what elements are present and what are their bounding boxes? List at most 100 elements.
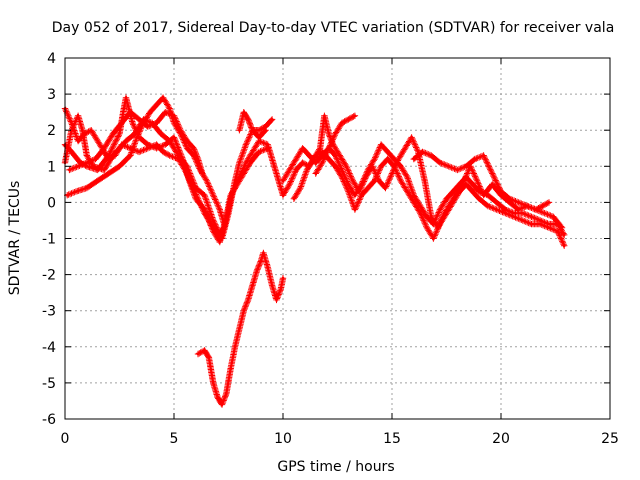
data-point <box>181 157 185 161</box>
data-point <box>76 164 80 168</box>
data-point <box>327 132 331 136</box>
data-point <box>275 298 278 302</box>
data-point <box>333 164 337 168</box>
data-point <box>562 233 566 237</box>
data-point <box>68 168 71 172</box>
data-point <box>155 103 159 107</box>
data-point <box>281 193 285 197</box>
data-point <box>482 154 485 157</box>
data-point <box>562 244 566 248</box>
data-point <box>288 168 291 172</box>
data-point <box>203 349 206 352</box>
data-point <box>318 146 322 150</box>
data-point <box>185 139 189 143</box>
data-point <box>70 121 73 125</box>
data-point <box>190 182 193 186</box>
data-point <box>421 150 424 154</box>
y-tick-label: -4 <box>42 340 56 356</box>
data-point <box>294 168 298 172</box>
data-point <box>403 146 407 150</box>
data-point <box>85 164 89 168</box>
data-point <box>490 172 494 175</box>
data-point <box>281 179 285 183</box>
data-point <box>124 139 128 143</box>
data-point <box>168 154 172 157</box>
data-point <box>107 157 110 161</box>
data-point <box>499 190 503 194</box>
data-point <box>307 154 311 157</box>
data-point <box>185 146 189 150</box>
data-point <box>521 219 525 222</box>
data-point <box>102 146 106 150</box>
y-axis-label: SDTVAR / TECUs <box>7 181 23 296</box>
data-point <box>163 110 167 114</box>
x-tick-label: 10 <box>274 431 292 447</box>
data-point <box>218 240 222 244</box>
data-point <box>96 139 100 143</box>
data-point <box>172 121 176 125</box>
data-point <box>456 168 459 172</box>
data-point <box>257 136 261 139</box>
data-point <box>196 352 200 356</box>
data-point <box>83 132 86 136</box>
data-point <box>418 211 422 215</box>
data-point <box>357 190 361 194</box>
data-point <box>124 96 128 100</box>
data-point <box>397 157 400 161</box>
data-point <box>364 175 368 179</box>
data-point <box>347 190 350 194</box>
data-point <box>471 190 475 194</box>
data-point <box>222 222 226 226</box>
x-axis-label: GPS time / hours <box>277 459 394 475</box>
data-point <box>246 118 250 121</box>
data-point <box>155 121 159 125</box>
data-point <box>102 168 106 172</box>
data-point <box>340 168 344 172</box>
data-point <box>512 215 516 219</box>
data-point <box>270 284 274 287</box>
data-point <box>218 208 222 212</box>
data-point <box>473 157 477 161</box>
data-point <box>146 143 150 147</box>
data-point <box>366 186 370 190</box>
data-point <box>74 190 78 194</box>
data-point <box>266 143 270 147</box>
x-tick-label: 20 <box>492 431 510 447</box>
data-point <box>207 356 211 359</box>
data-point <box>96 168 100 172</box>
data-point <box>244 143 248 147</box>
y-tick-label: -6 <box>42 412 56 428</box>
data-point <box>264 128 267 132</box>
data-point <box>288 182 291 186</box>
data-point <box>251 284 254 287</box>
data-point <box>351 179 355 183</box>
data-point <box>482 193 485 197</box>
data-point <box>279 186 283 190</box>
data-point <box>301 146 304 150</box>
data-point <box>70 150 73 154</box>
y-tick-label: -2 <box>42 268 56 284</box>
data-point <box>279 287 283 291</box>
data-point <box>333 132 337 136</box>
data-point <box>257 128 261 132</box>
data-point <box>517 208 520 212</box>
data-point <box>547 222 551 226</box>
axis-ticks: 0 5 10 15 20 25 -6 -5 -4 -3 -2 -1 0 1 2 3 4 <box>42 51 619 447</box>
data-point <box>447 164 451 168</box>
data-point <box>477 197 481 201</box>
data-point <box>242 309 246 313</box>
data-point <box>168 107 172 110</box>
data-point <box>262 251 265 255</box>
data-point <box>76 139 80 143</box>
data-point <box>392 157 396 161</box>
data-point <box>508 201 512 204</box>
data-point <box>386 157 389 161</box>
data-point <box>85 154 89 157</box>
data-point <box>163 143 167 147</box>
data-point <box>216 395 220 399</box>
data-point <box>314 172 318 175</box>
data-point <box>203 211 206 215</box>
data-point <box>538 219 542 222</box>
data-point <box>299 186 302 190</box>
